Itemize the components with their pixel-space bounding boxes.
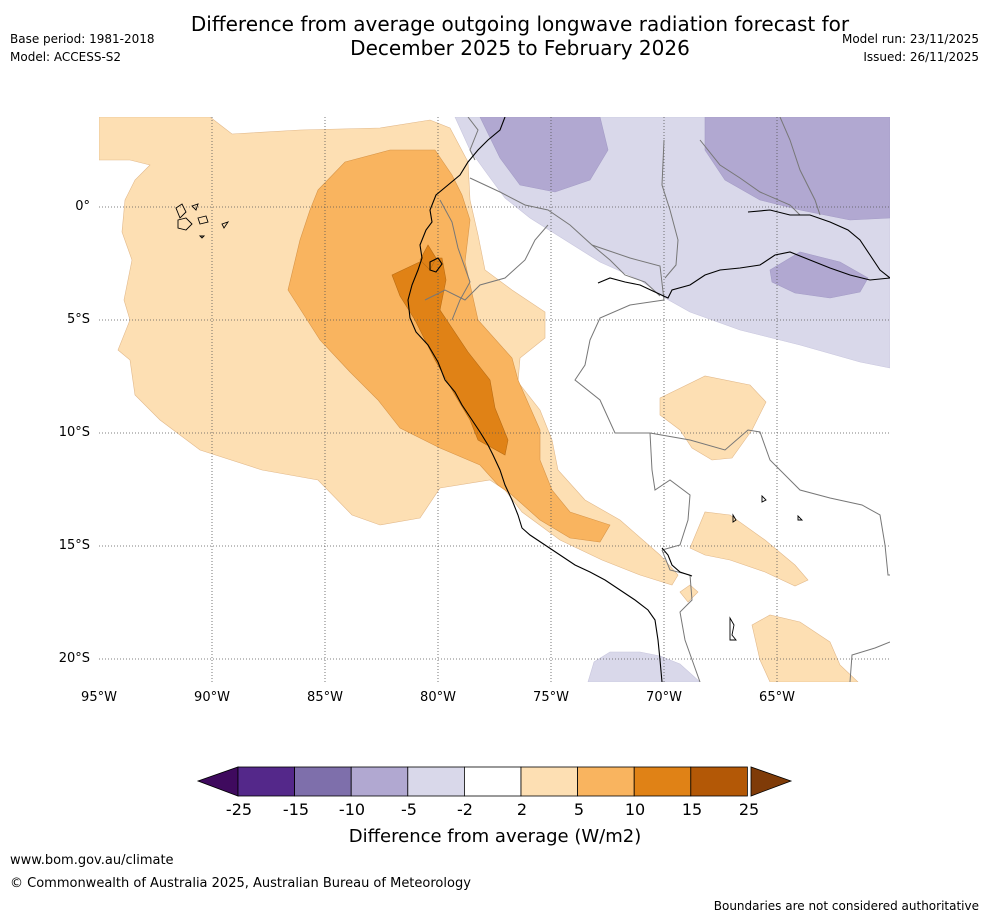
cb-tick-7: 10 — [624, 800, 646, 819]
colorbar-segment-8 — [690, 766, 748, 797]
colorbar-segment-2 — [350, 766, 409, 797]
graticule — [99, 117, 890, 682]
country-borders — [424, 117, 890, 682]
meta-right: Model run: 23/11/2025 Issued: 26/11/2025 — [842, 30, 979, 66]
colorbar-arrow-min — [196, 766, 239, 797]
title-line-2: December 2025 to February 2026 — [350, 36, 690, 60]
colorbar-segment-4 — [463, 766, 522, 797]
lon-label-85w: 85°W — [307, 690, 343, 705]
lon-label-75w: 75°W — [533, 690, 569, 705]
title-line-1: Difference from average outgoing longwav… — [190, 12, 850, 36]
region-dark-orange — [391, 257, 509, 456]
lon-label-90w: 90°W — [194, 690, 230, 705]
cb-tick-4: -2 — [457, 800, 473, 819]
cb-tick-3: -5 — [401, 800, 417, 819]
colorbar-segment-5 — [520, 766, 578, 797]
issued-date: Issued: 26/11/2025 — [863, 50, 979, 64]
lon-label-95w: 95°W — [81, 690, 117, 705]
colorbar-segments — [237, 766, 748, 797]
model-name: Model: ACCESS-S2 — [10, 50, 122, 64]
meta-left: Base period: 1981-2018 Model: ACCESS-S2 — [10, 30, 155, 66]
lon-label-70w: 70°W — [646, 690, 682, 705]
cb-tick-6: 5 — [573, 800, 585, 819]
cb-tick-1: -15 — [282, 800, 310, 819]
chart-title: Difference from average outgoing longwav… — [0, 12, 988, 60]
map-area — [99, 117, 890, 682]
region-mid-purple-amazon — [769, 251, 869, 299]
colorbar-segment-7 — [633, 766, 692, 797]
cb-tick-9: 25 — [738, 800, 760, 819]
lat-label-0: 0° — [75, 199, 90, 214]
lat-label-5s: 5°S — [66, 312, 90, 327]
cb-tick-2: -10 — [338, 800, 366, 819]
copyright: © Commonwealth of Australia 2025, Austra… — [10, 876, 471, 891]
website-link[interactable]: www.bom.gov.au/climate — [10, 853, 174, 868]
lon-label-80w: 80°W — [420, 690, 456, 705]
lat-label-15s: 15°S — [58, 538, 90, 553]
lat-label-10s: 10°S — [58, 425, 90, 440]
region-mid-purple-northeast — [704, 117, 890, 221]
colorbar-segment-1 — [294, 766, 352, 797]
coastlines — [407, 117, 890, 682]
cb-tick-5: 2 — [516, 800, 528, 819]
region-light-orange-altiplano — [689, 511, 809, 587]
colorbar-segment-6 — [577, 766, 635, 797]
cb-tick-0: -25 — [225, 800, 253, 819]
colorbar-segment-0 — [237, 766, 295, 797]
colorbar-label: Difference from average (W/m2) — [348, 826, 642, 847]
colorbar-arrow-max — [750, 766, 793, 797]
model-run: Model run: 23/11/2025 — [841, 32, 979, 46]
disclaimer: Boundaries are not considered authoritat… — [713, 899, 979, 913]
colorbar-segment-3 — [407, 766, 465, 797]
lon-label-65w: 65°W — [759, 690, 795, 705]
region-light-purple-south — [587, 651, 701, 682]
cb-tick-8: 15 — [681, 800, 703, 819]
region-light-orange-south — [751, 614, 859, 682]
region-mid-purple-north — [479, 117, 609, 193]
lat-label-20s: 20°S — [58, 651, 90, 666]
region-dark-orange-spot — [419, 244, 437, 271]
islands-lakes — [175, 203, 804, 641]
colorbar — [196, 766, 793, 797]
region-light-orange-small — [679, 584, 699, 603]
base-period: Base period: 1981-2018 — [10, 32, 155, 46]
